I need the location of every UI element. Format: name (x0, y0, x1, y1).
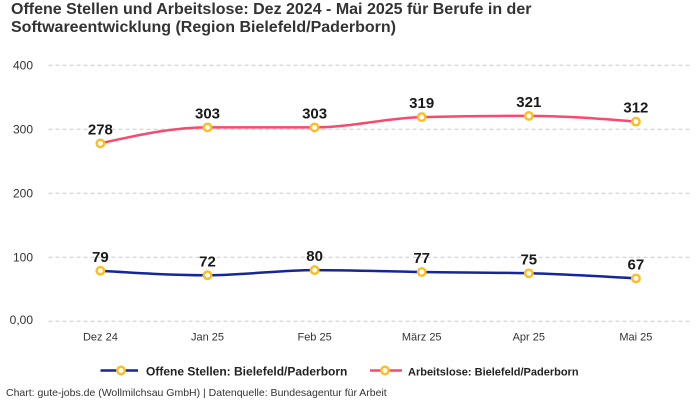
svg-text:80: 80 (306, 248, 323, 265)
svg-text:319: 319 (409, 95, 434, 112)
svg-text:0,00: 0,00 (10, 313, 34, 327)
svg-text:79: 79 (92, 249, 109, 266)
svg-text:77: 77 (413, 250, 430, 267)
svg-text:Dez 24: Dez 24 (83, 332, 118, 344)
svg-text:312: 312 (623, 100, 648, 117)
svg-text:72: 72 (199, 253, 216, 270)
svg-text:303: 303 (302, 106, 327, 123)
svg-text:Feb 25: Feb 25 (297, 332, 331, 344)
svg-text:321: 321 (516, 94, 541, 111)
svg-text:Jan 25: Jan 25 (191, 332, 224, 344)
svg-text:Offene Stellen: Bielefeld/Pade: Offene Stellen: Bielefeld/Paderborn (146, 364, 347, 378)
svg-text:200: 200 (13, 187, 33, 201)
svg-text:67: 67 (628, 257, 645, 274)
svg-text:400: 400 (13, 59, 33, 73)
svg-text:303: 303 (195, 106, 220, 123)
svg-text:300: 300 (13, 123, 33, 137)
svg-text:278: 278 (88, 122, 113, 139)
svg-text:März 25: März 25 (402, 332, 442, 344)
svg-text:100: 100 (13, 251, 33, 265)
svg-text:Mai 25: Mai 25 (619, 332, 652, 344)
svg-text:75: 75 (520, 251, 537, 268)
svg-text:Arbeitslose: Bielefeld/Paderbo: Arbeitslose: Bielefeld/Paderborn (408, 366, 579, 378)
svg-text:Apr 25: Apr 25 (513, 332, 545, 344)
